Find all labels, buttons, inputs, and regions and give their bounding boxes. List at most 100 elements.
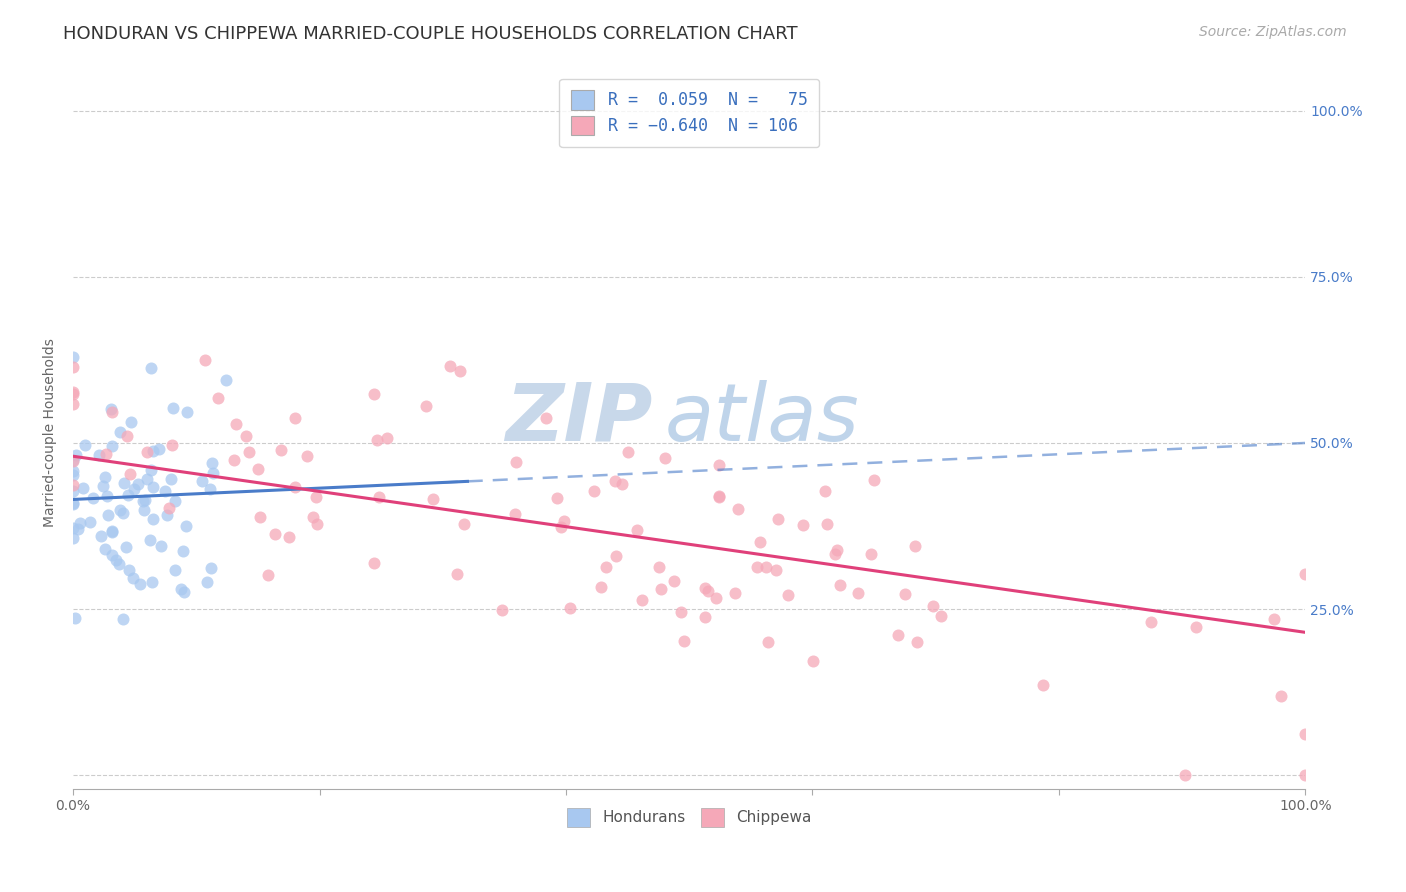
Point [449, 364, 471, 378]
Point [91, 479, 114, 493]
Point [707, 489, 730, 503]
Point [159, 501, 181, 516]
Point [62, 483, 84, 498]
Point [62, 350, 84, 364]
Point [669, 605, 692, 619]
Y-axis label: Married-couple Households: Married-couple Households [44, 339, 58, 527]
Point [163, 563, 186, 577]
Point [100, 401, 122, 416]
Point [200, 561, 222, 575]
Point [62, 497, 84, 511]
Legend: Hondurans, Chippewa: Hondurans, Chippewa [560, 800, 818, 834]
Point [62, 359, 84, 374]
Point [62, 397, 84, 411]
Point [830, 578, 852, 592]
Point [62, 464, 84, 478]
Point [654, 450, 676, 465]
Point [922, 599, 945, 613]
Point [122, 482, 145, 496]
Point [894, 587, 917, 601]
Point [160, 438, 183, 452]
Point [862, 473, 884, 487]
Point [583, 483, 606, 498]
Point [707, 490, 730, 504]
Point [72, 481, 94, 495]
Point [905, 635, 928, 649]
Point [153, 484, 176, 499]
Point [765, 563, 787, 577]
Point [195, 574, 218, 589]
Point [135, 472, 157, 486]
Point [215, 373, 238, 387]
Point [62, 454, 84, 468]
Point [112, 475, 135, 490]
Point [375, 431, 398, 445]
Point [749, 534, 772, 549]
Point [650, 582, 672, 596]
Point [792, 518, 814, 533]
Point [904, 539, 927, 553]
Point [363, 387, 385, 401]
Point [664, 574, 686, 589]
Point [117, 488, 139, 502]
Point [207, 391, 229, 405]
Point [284, 480, 307, 494]
Point [263, 527, 285, 541]
Point [190, 474, 212, 488]
Point [505, 455, 527, 469]
Point [617, 445, 640, 459]
Point [69, 516, 91, 530]
Point [756, 635, 779, 649]
Point [194, 353, 217, 368]
Point [108, 557, 131, 571]
Point [96, 447, 118, 461]
Point [439, 359, 461, 374]
Point [82, 491, 104, 506]
Text: atlas: atlas [665, 380, 859, 458]
Point [90, 528, 112, 542]
Point [115, 428, 138, 442]
Point [150, 539, 173, 553]
Point [704, 591, 727, 606]
Point [62, 387, 84, 401]
Point [108, 425, 131, 440]
Point [247, 461, 270, 475]
Point [453, 517, 475, 532]
Point [305, 490, 328, 504]
Point [127, 476, 149, 491]
Point [122, 571, 145, 585]
Point [139, 533, 162, 548]
Point [776, 588, 799, 602]
Point [129, 576, 152, 591]
Point [605, 474, 627, 488]
Point [101, 549, 124, 563]
Point [610, 477, 633, 491]
Text: ZIP: ZIP [505, 380, 652, 458]
Point [96, 489, 118, 503]
Point [141, 480, 163, 494]
Point [605, 549, 627, 563]
Point [727, 502, 749, 516]
Point [101, 524, 124, 538]
Point [100, 524, 122, 539]
Text: HONDURAN VS CHIPPEWA MARRIED-COUPLE HOUSEHOLDS CORRELATION CHART: HONDURAN VS CHIPPEWA MARRIED-COUPLE HOUS… [63, 25, 797, 43]
Point [160, 472, 183, 486]
Point [235, 429, 257, 443]
Point [626, 524, 648, 538]
Point [136, 444, 159, 458]
Point [591, 580, 613, 594]
Point [550, 520, 572, 534]
Point [162, 401, 184, 416]
Point [491, 603, 513, 617]
Point [112, 612, 135, 626]
Point [755, 560, 778, 574]
Point [174, 519, 197, 533]
Point [595, 559, 617, 574]
Point [367, 491, 389, 505]
Point [1032, 678, 1054, 692]
Point [198, 482, 221, 496]
Point [815, 517, 838, 532]
Point [97, 508, 120, 523]
Point [62, 384, 84, 399]
Point [139, 463, 162, 477]
